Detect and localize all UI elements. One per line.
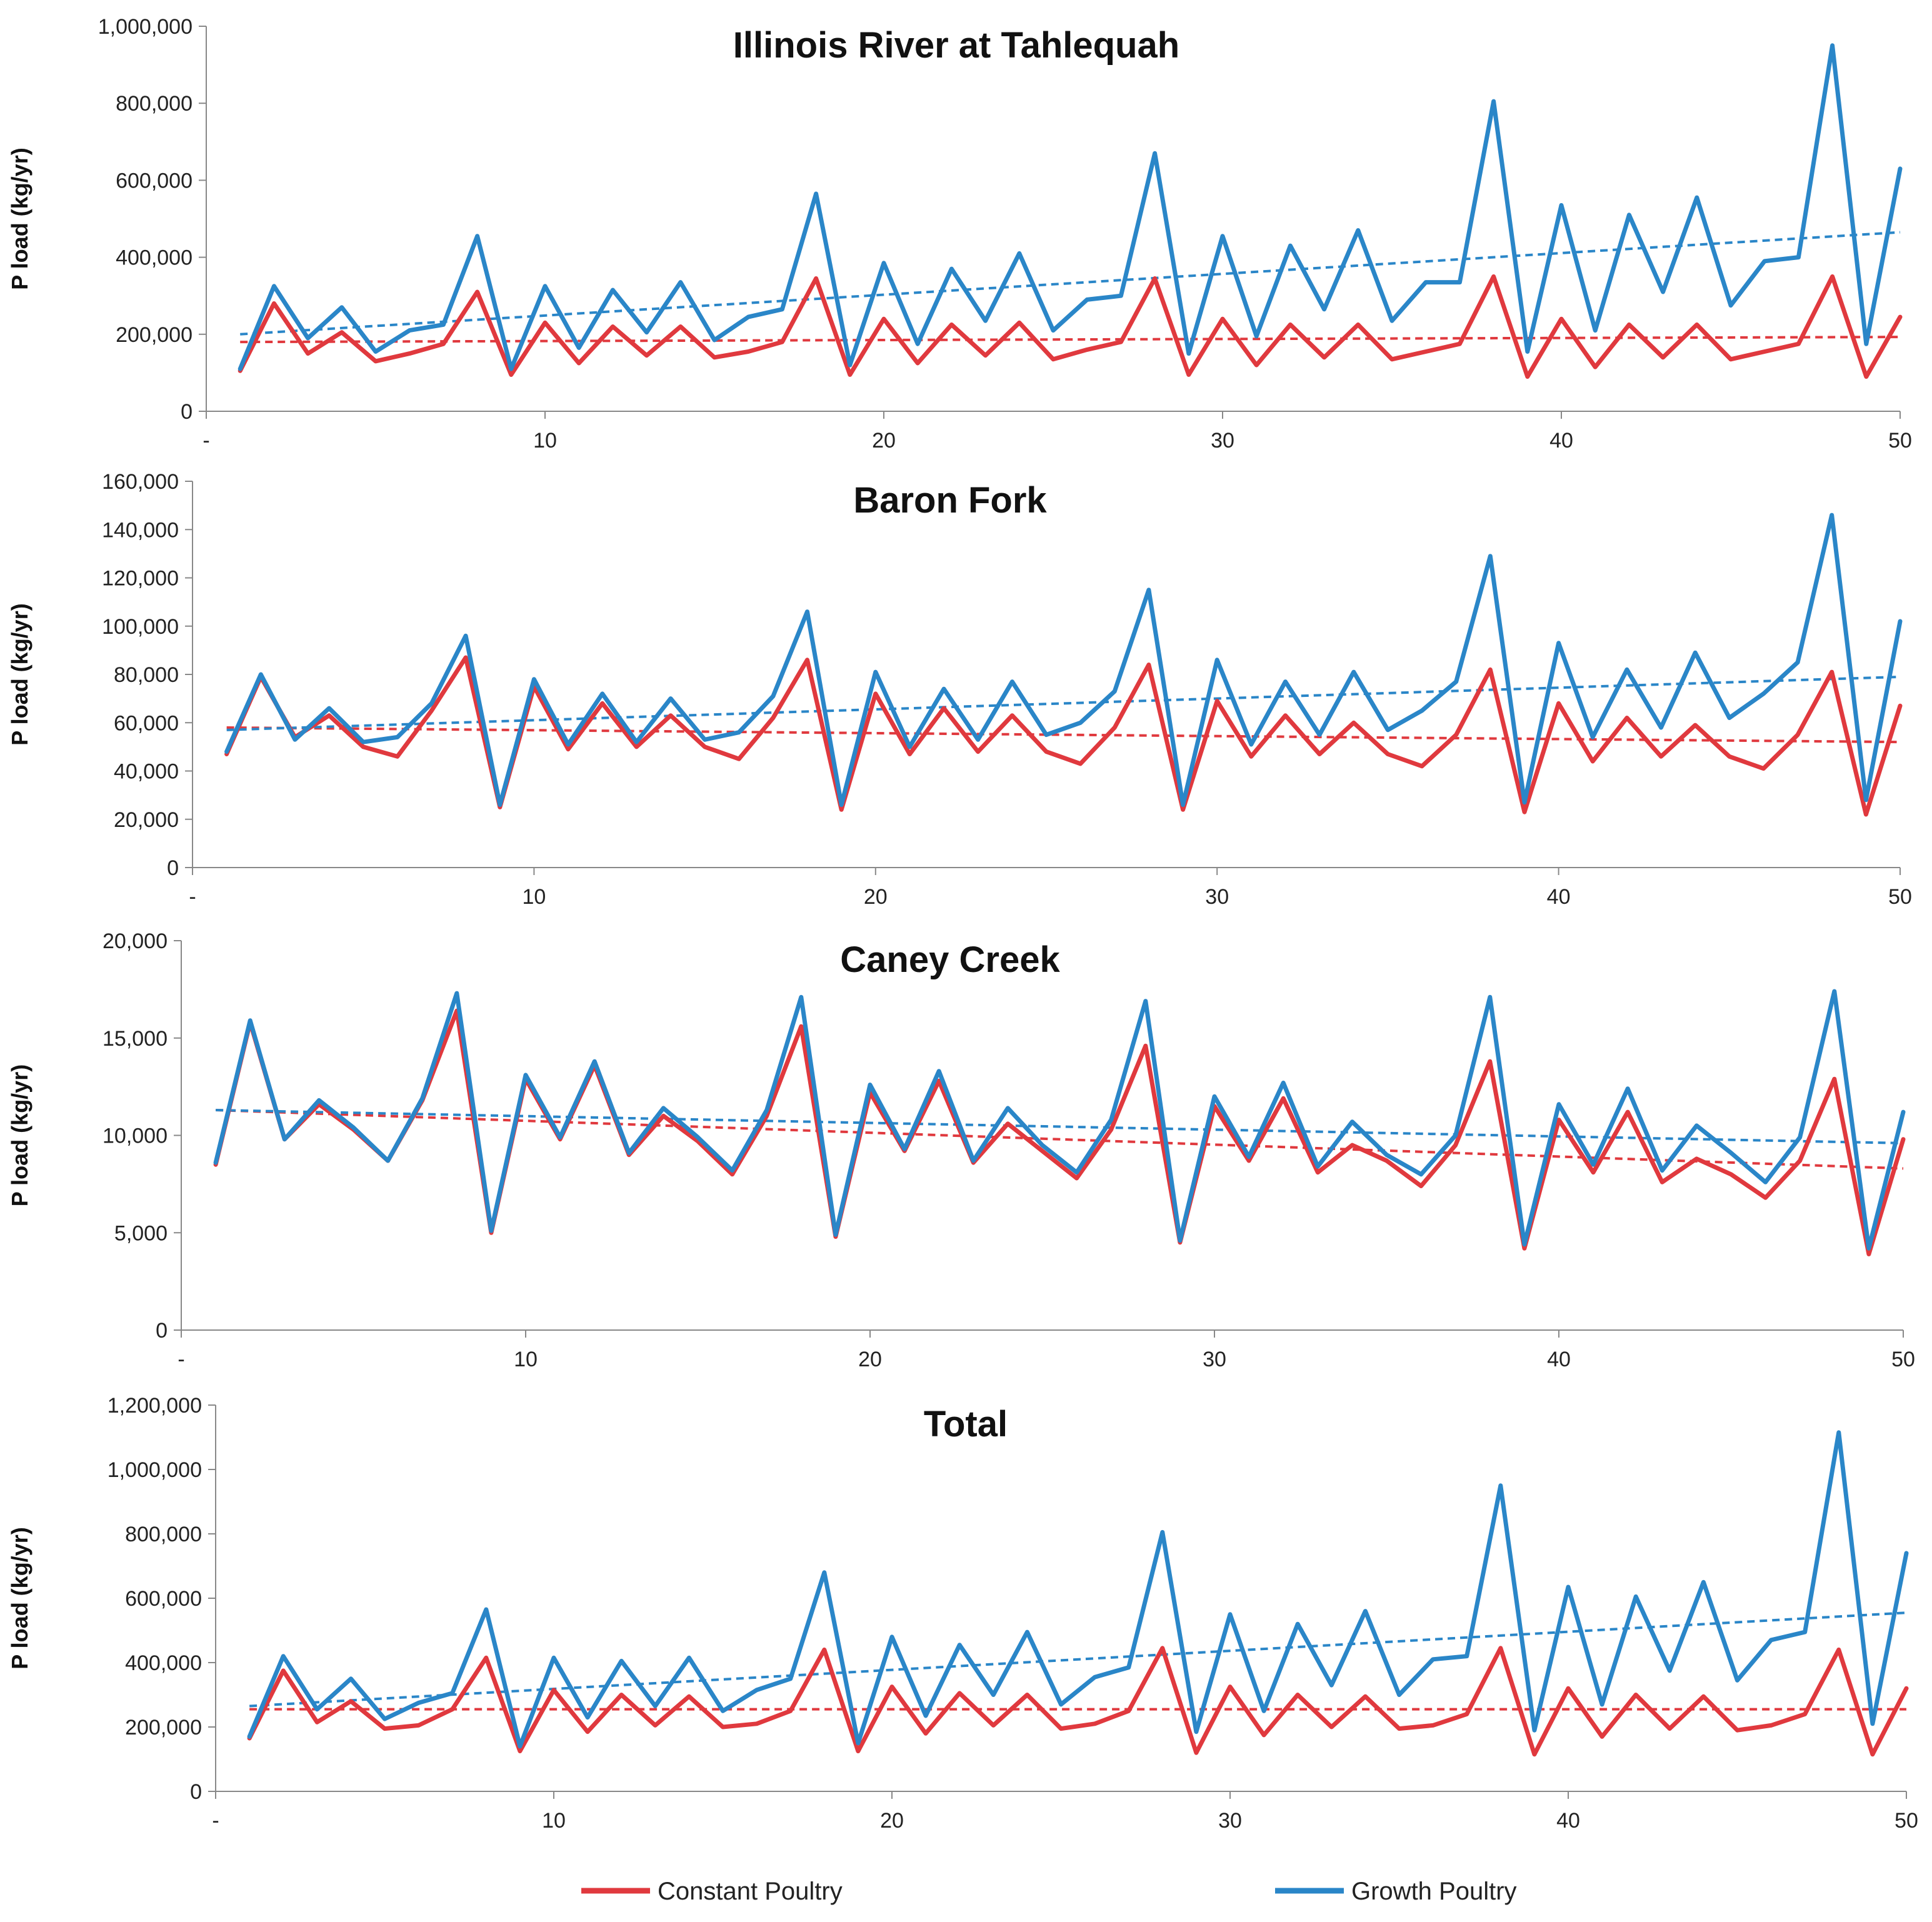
y-axis-label: P load (kg/yr) <box>7 1527 33 1669</box>
x-tick-label: 40 <box>1549 429 1573 453</box>
y-axis-label: P load (kg/yr) <box>7 1064 33 1206</box>
x-tick-label: 20 <box>872 429 896 453</box>
y-tick-label: 400,000 <box>116 246 193 270</box>
y-tick-label: 0 <box>190 1780 202 1804</box>
growth-poultry-line <box>213 989 1906 1251</box>
chart-title: Illinois River at Tahlequah <box>733 25 1179 66</box>
y-tick-label: 140,000 <box>102 518 179 542</box>
y-tick-label: 80,000 <box>114 663 179 687</box>
y-tick-label: 20,000 <box>114 808 179 832</box>
y-tick-label: 120,000 <box>102 567 179 591</box>
y-tick-label: 800,000 <box>125 1523 202 1546</box>
growth-trendline <box>216 1109 1904 1144</box>
y-tick-label: 20,000 <box>103 929 168 953</box>
chart-panel: 0 20,000 40,000 60,000 80,000 100,000 120,000 1… <box>7 470 1912 909</box>
x-tick-label: 20 <box>864 885 888 909</box>
x-tick-label: 10 <box>542 1809 566 1833</box>
y-tick-label: 800,000 <box>116 92 193 116</box>
constant-poultry-line <box>213 1008 1906 1256</box>
growth-poultry-line <box>238 43 1903 371</box>
x-tick-label: 40 <box>1547 885 1571 909</box>
constant-trendline <box>240 336 1901 344</box>
y-tick-label: 200,000 <box>116 323 193 347</box>
y-tick-label: 600,000 <box>125 1587 202 1611</box>
growth-trendline <box>249 1611 1907 1708</box>
legend-constant-label: Constant Poultry <box>658 1878 843 1905</box>
y-tick-label: 200,000 <box>125 1716 202 1739</box>
y-tick-label: 600,000 <box>116 169 193 193</box>
y-tick-label: 0 <box>156 1319 168 1343</box>
y-tick-label: 160,000 <box>102 470 179 494</box>
x-tick-label: - <box>203 429 209 453</box>
y-tick-label: 40,000 <box>114 760 179 784</box>
constant-trendline <box>226 726 1901 744</box>
chart-panel: 0 200,000 400,000 600,000 800,000 1,000,000 - 1… <box>7 15 1912 453</box>
y-tick-label: 100,000 <box>102 615 179 639</box>
y-axis-label: P load (kg/yr) <box>7 603 33 745</box>
x-tick-label: 30 <box>1203 1348 1226 1371</box>
growth-trendline <box>226 675 1901 731</box>
x-tick-label: 50 <box>1894 1809 1918 1833</box>
y-axis-label: P load (kg/yr) <box>7 148 33 289</box>
y-tick-label: 60,000 <box>114 711 179 735</box>
constant-poultry-line <box>238 274 1903 379</box>
y-tick-label: 1,200,000 <box>108 1394 202 1418</box>
chart-panel: 0 200,000 400,000 600,000 800,000 1,000,000 1,… <box>7 1394 1918 1833</box>
x-tick-label: 30 <box>1211 429 1234 453</box>
growth-poultry-line <box>224 513 1903 808</box>
x-tick-label: 10 <box>533 429 557 453</box>
x-tick-label: 30 <box>1218 1809 1242 1833</box>
y-tick-label: 5,000 <box>114 1221 168 1245</box>
growth-poultry-line <box>247 1430 1909 1749</box>
constant-poultry-line <box>247 1646 1909 1757</box>
x-tick-label: 20 <box>858 1348 882 1371</box>
y-tick-label: 1,000,000 <box>108 1458 202 1482</box>
x-tick-label: 20 <box>880 1809 904 1833</box>
y-tick-label: 0 <box>181 400 193 424</box>
x-tick-label: 40 <box>1547 1348 1571 1371</box>
x-tick-label: 50 <box>1888 429 1912 453</box>
x-tick-label: 30 <box>1205 885 1229 909</box>
x-tick-label: 50 <box>1891 1348 1915 1371</box>
chart-title: Baron Fork <box>853 480 1047 521</box>
x-tick-label: 40 <box>1556 1809 1580 1833</box>
x-tick-label: - <box>189 885 196 909</box>
legend: Constant Poultry Growth Poultry <box>581 1878 1517 1905</box>
constant-poultry-line <box>224 655 1903 817</box>
chart-title: Total <box>924 1404 1008 1444</box>
x-tick-label: 10 <box>522 885 546 909</box>
x-tick-label: 10 <box>514 1348 538 1371</box>
y-tick-label: 0 <box>167 856 179 880</box>
y-tick-label: 10,000 <box>103 1124 168 1148</box>
y-tick-label: 400,000 <box>125 1651 202 1675</box>
growth-trendline <box>240 231 1901 336</box>
chart-panel: 0 5,000 10,000 15,000 20,000 - 10 20 30 40 50 P loa… <box>7 929 1915 1371</box>
chart-title: Caney Creek <box>840 939 1060 980</box>
y-tick-label: 1,000,000 <box>98 15 193 39</box>
x-tick-label: - <box>178 1348 184 1371</box>
y-tick-label: 15,000 <box>103 1027 168 1051</box>
x-tick-label: - <box>212 1809 219 1833</box>
constant-trendline <box>216 1109 1904 1170</box>
x-tick-label: 50 <box>1888 885 1912 909</box>
legend-growth-label: Growth Poultry <box>1351 1878 1517 1905</box>
